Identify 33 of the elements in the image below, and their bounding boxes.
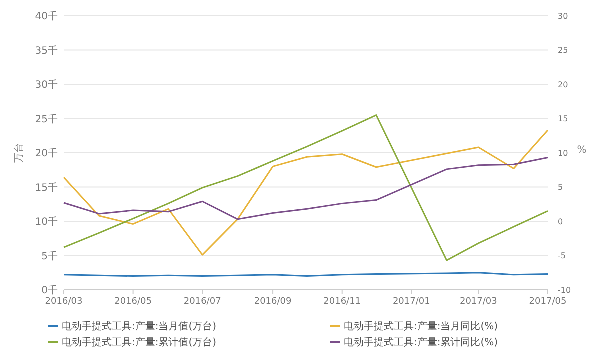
x-tick-label: 2017/05 — [529, 297, 567, 307]
legend-label: 电动手提式工具:产量:当月值(万台) — [62, 320, 217, 332]
y-tick-label: 40千 — [35, 10, 58, 22]
legend-label: 电动手提式工具:产量:当月同比(%) — [344, 320, 498, 332]
legend-label: 电动手提式工具:产量:累计同比(%) — [344, 336, 498, 348]
y-tick-label: 5千 — [42, 250, 58, 262]
y2-tick-label: 30 — [558, 12, 568, 21]
x-tick-label: 2016/07 — [184, 297, 222, 307]
y-tick-label: 25千 — [35, 113, 58, 126]
y2-tick-label: 15 — [558, 114, 568, 124]
x-tick-label: 2016/03 — [45, 297, 83, 307]
y-tick-label: 15千 — [35, 182, 58, 194]
y2-axis-title: % — [577, 145, 587, 156]
x-tick-label: 2017/01 — [392, 297, 430, 307]
y2-tick-label: 25 — [558, 46, 568, 56]
y-tick-label: 35千 — [35, 44, 58, 57]
y-tick-label: 0千 — [42, 284, 58, 296]
y2-tick-label: -5 — [558, 252, 566, 261]
y2-tick-label: -10 — [558, 286, 572, 295]
x-tick-label: 2016/09 — [254, 297, 292, 307]
y2-tick-label: 0 — [558, 217, 564, 226]
y2-tick-label: 5 — [558, 183, 564, 192]
y-tick-label: 10千 — [35, 216, 58, 228]
x-tick-label: 2016/11 — [324, 297, 362, 307]
x-tick-label: 2016/05 — [114, 297, 152, 307]
y-tick-label: 20千 — [35, 148, 58, 160]
y2-tick-label: 20 — [558, 80, 568, 90]
line-series — [63, 157, 549, 220]
y2-tick-label: 10 — [558, 148, 568, 158]
y-tick-label: 30千 — [35, 79, 58, 91]
y-axis-title: 万台 — [13, 143, 25, 163]
legend-label: 电动手提式工具:产量:累计值(万台) — [62, 336, 217, 348]
x-tick-label: 2017/03 — [460, 297, 498, 307]
